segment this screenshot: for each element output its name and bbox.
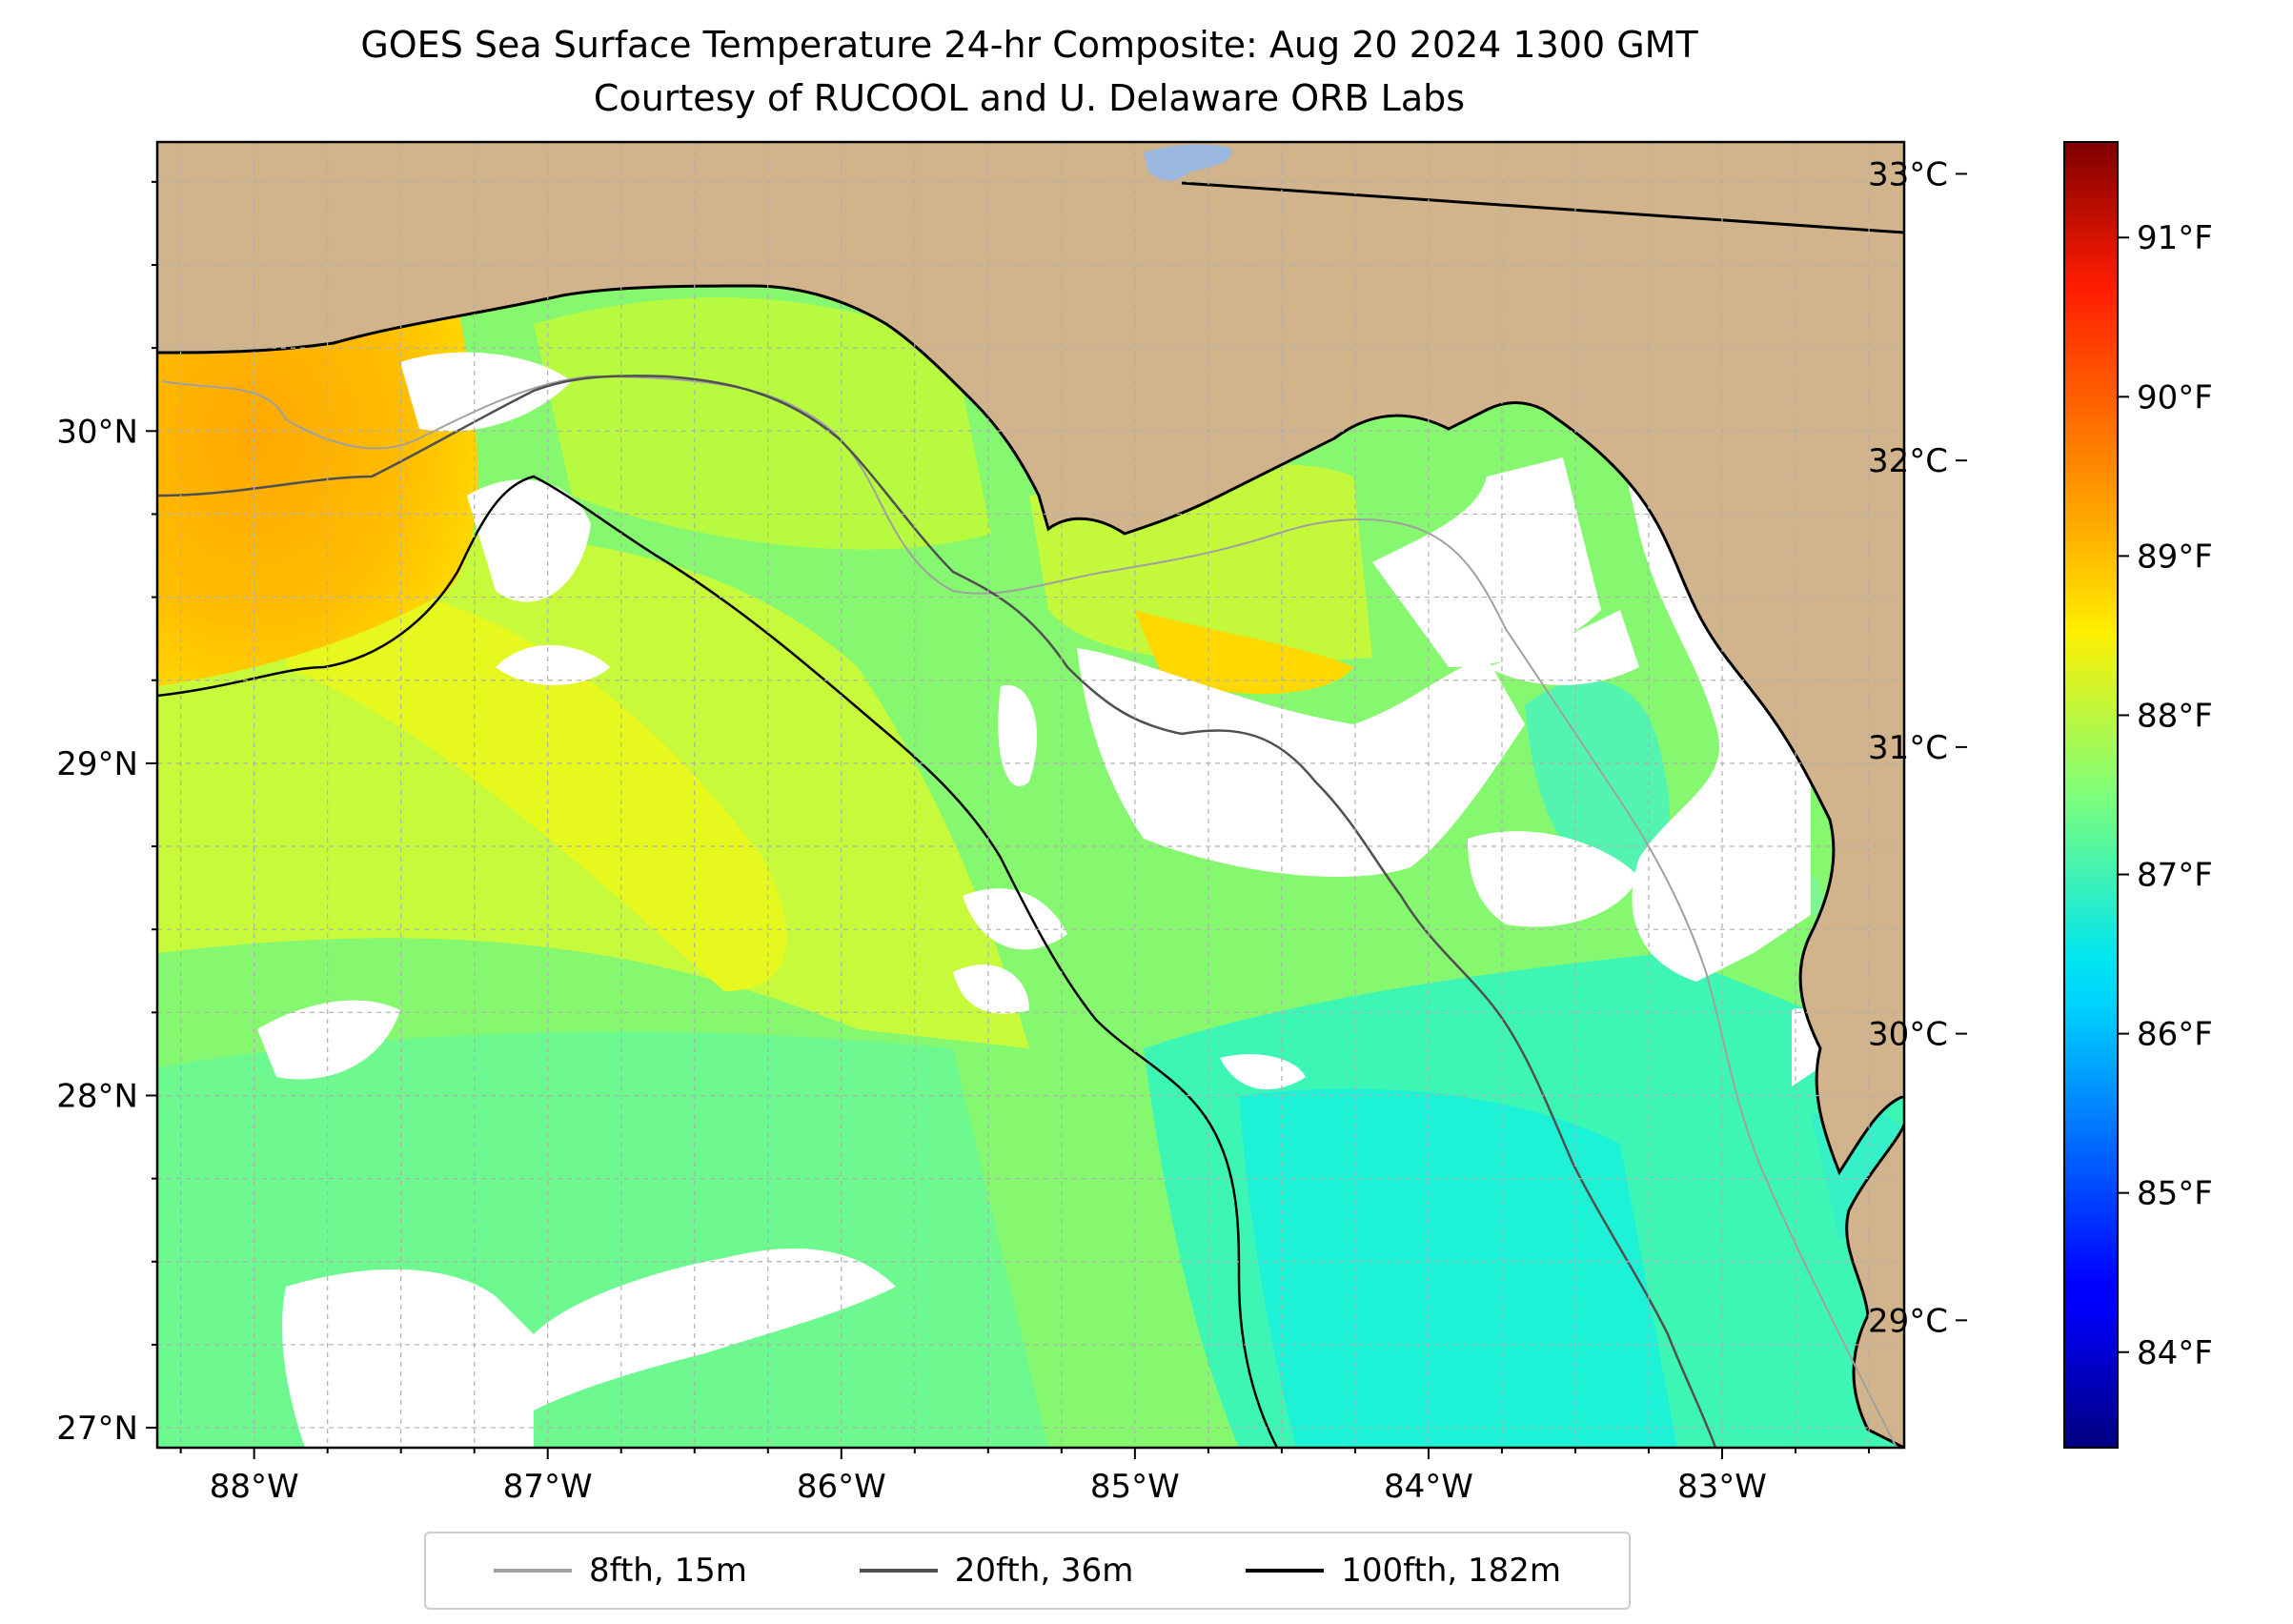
- colorbar-c-label: 32°C: [1868, 442, 1948, 480]
- colorbar-f-label: 86°F: [2137, 1016, 2213, 1054]
- legend-entry: 100fth, 182m: [1246, 1552, 1561, 1590]
- isobath-legend: 8fth, 15m 20fth, 36m 100fth, 182m: [424, 1532, 1631, 1610]
- sst-yellow-patch: [1134, 610, 1353, 695]
- lon-tick-label: 86°W: [797, 1468, 886, 1506]
- coastline-south: [1845, 1124, 1904, 1448]
- isobath-100fth: [157, 475, 1279, 1448]
- lat-tick-label: 27°N: [56, 1410, 138, 1448]
- colorbar-f-label: 90°F: [2137, 378, 2213, 416]
- legend-entry: 20fth, 36m: [859, 1552, 1134, 1590]
- lat-tick-label: 28°N: [56, 1077, 138, 1115]
- lat-tick-label: 29°N: [56, 745, 138, 783]
- map-frame: [155, 140, 1906, 1450]
- legend-line-swatch: [859, 1569, 938, 1573]
- colorbar-c-label: 30°C: [1868, 1016, 1948, 1054]
- land-mass: [157, 142, 1904, 1448]
- sst-warm-northwest: [157, 305, 478, 686]
- legend-entry: 8fth, 15m: [493, 1552, 747, 1590]
- lon-tick-label: 84°W: [1384, 1468, 1473, 1506]
- legend-label: 100fth, 182m: [1341, 1552, 1562, 1590]
- legend-line-swatch: [1246, 1569, 1325, 1573]
- colorbar: [2063, 141, 2119, 1449]
- lon-tick-label: 88°W: [210, 1468, 299, 1506]
- colorbar-f-label: 85°F: [2137, 1175, 2213, 1213]
- lon-tick-label: 85°W: [1090, 1468, 1180, 1506]
- colorbar-f-label: 84°F: [2137, 1334, 2213, 1372]
- colorbar-c-label: 33°C: [1868, 155, 1948, 193]
- no-data-patches: [257, 352, 1823, 1448]
- colorbar-f-label: 88°F: [2137, 697, 2213, 735]
- legend-label: 8fth, 15m: [588, 1552, 747, 1590]
- lat-tick-label: 30°N: [56, 413, 138, 451]
- colorbar-f-label: 87°F: [2137, 857, 2213, 895]
- lake-seminole: [1144, 144, 1232, 181]
- colorbar-c-label: 29°C: [1868, 1302, 1948, 1340]
- isobath-20fth: [157, 375, 1717, 1448]
- isobath-8fth: [161, 375, 1897, 1448]
- colorbar-ticks: 84°F 85°F 86°F 87°F 88°F 89°F 90°F 91°F 29°C 30°C…: [1868, 155, 2213, 1371]
- map-area: [157, 142, 1904, 1448]
- map-subtitle: Courtesy of RUCOOL and U. Delaware ORB L…: [593, 77, 1466, 119]
- gridlines: [157, 142, 1904, 1448]
- colorbar-f-label: 91°F: [2137, 219, 2213, 257]
- sst-teal-patch: [1525, 680, 1670, 886]
- map-axes: 88°W 87°W 86°W 85°W 84°W 83°W 27°N 28°N 29°N 30°N: [56, 180, 1871, 1506]
- sst-yellow-band: [286, 572, 787, 991]
- colorbar-f-label: 89°F: [2137, 538, 2213, 576]
- sst-cyan-core: [1239, 1088, 1677, 1448]
- sst-yellowgreen-north: [534, 297, 991, 550]
- coastline: [157, 284, 1904, 1176]
- legend-line-swatch: [493, 1569, 572, 1573]
- colorbar-c-label: 31°C: [1868, 729, 1948, 767]
- legend-label: 20fth, 36m: [954, 1552, 1134, 1590]
- map-title: GOES Sea Surface Temperature 24-hr Compo…: [360, 24, 1698, 66]
- lon-tick-label: 83°W: [1677, 1468, 1767, 1506]
- lon-tick-label: 87°W: [503, 1468, 593, 1506]
- state-boundary: [1181, 181, 1904, 234]
